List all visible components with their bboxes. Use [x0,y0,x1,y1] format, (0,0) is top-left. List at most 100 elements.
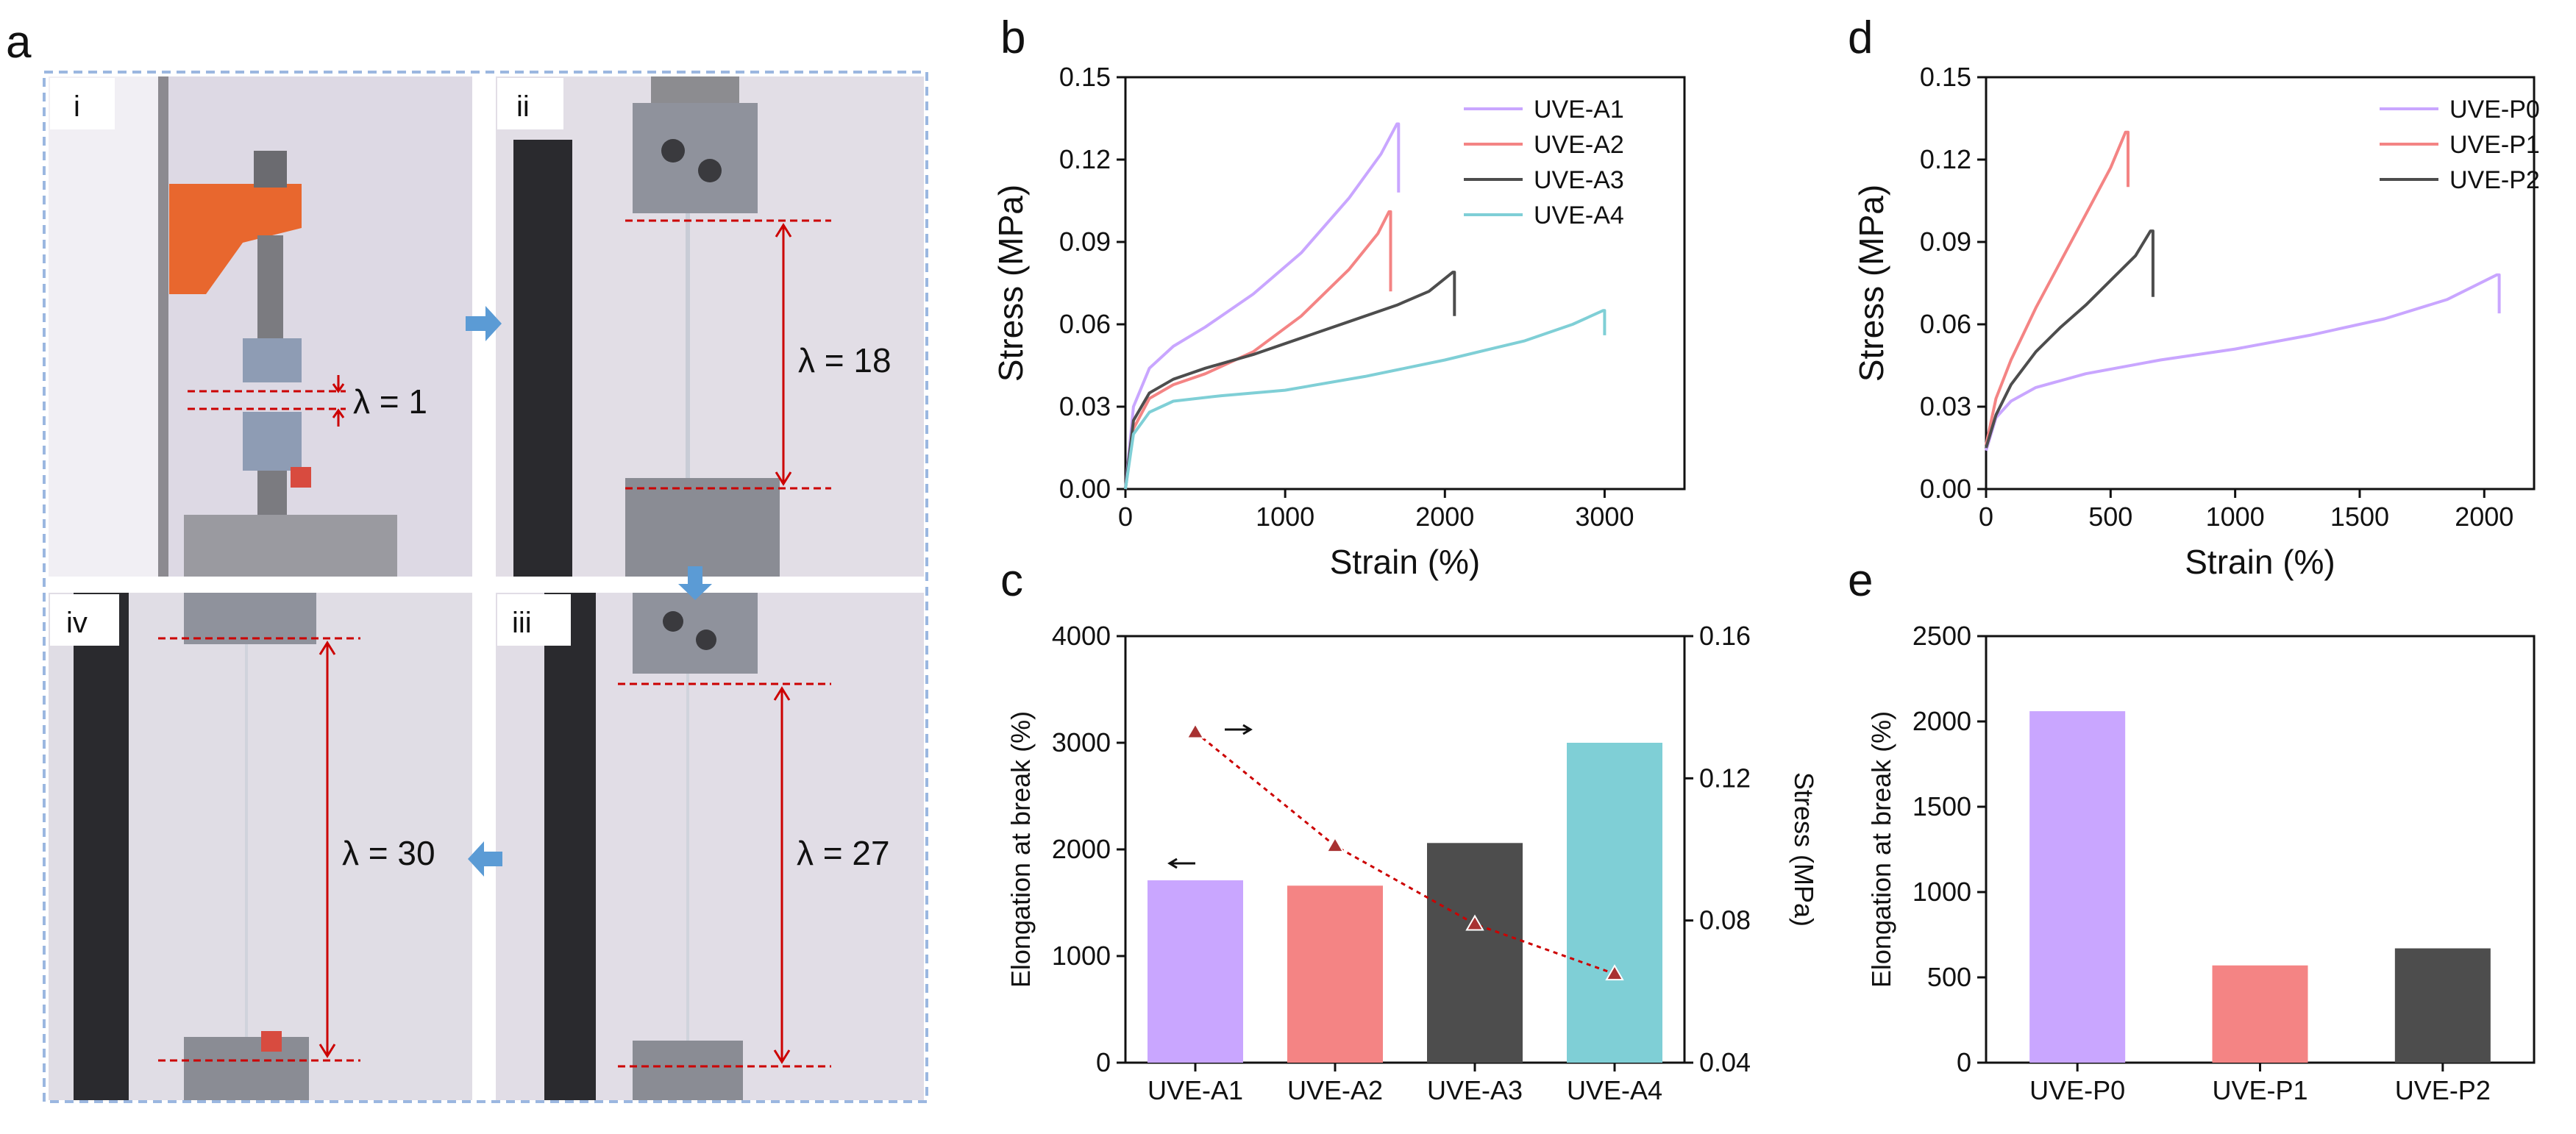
photo-iii: iii λ = 27 [496,593,924,1100]
c-ytick-label: 0 [1096,1047,1111,1077]
d-ytick-label: 0.15 [1920,62,1971,92]
c-ytick-label: 2000 [1052,834,1111,864]
b-ytick-label: 0.09 [1059,227,1111,257]
panel-d-letter: d [1848,13,1873,63]
clamp-orange [169,184,302,294]
c-bar-uve-a4 [1567,743,1662,1063]
e-ylabel: Elongation at break (%) [1866,711,1896,988]
c-ytick-label: 1000 [1052,941,1111,971]
b-series-line-uve-a1 [1124,122,1401,490]
d-xlabel: Strain (%) [2185,543,2335,581]
d-series-line-uve-p0 [1985,273,2501,452]
d-axes-frame [1985,76,2536,491]
photo-iv-tag: iv [66,607,88,639]
d-ytick-label: 0.09 [1920,227,1971,257]
b-legend-label: UVE-A2 [1534,131,1624,159]
arrow-ii-to-iii [678,566,712,600]
d-series-line-uve-p1 [1985,130,2130,446]
b-ytick-label: 0.03 [1059,391,1111,421]
d-ylabel: Stress (MPa) [1852,185,1890,382]
chart-e: 0 500 1000 1500 2000 2500 UVE-P0 UVE-P1 UVE-P2 El… [1866,621,2536,1105]
d-xtick-label: 500 [2088,502,2132,532]
e-ytick-label: 0 [1957,1047,1971,1077]
photo-ii-tag: ii [516,90,530,123]
d-xtick-label: 1500 [2330,502,2389,532]
b-legend-label: UVE-A3 [1534,166,1624,194]
c-category-label: UVE-A3 [1427,1075,1523,1105]
panel-c-letter: c [1000,555,1023,606]
photo-i-tag: i [74,90,80,123]
c-ytick-right-label: 0.04 [1699,1047,1751,1077]
e-ytick-label: 2500 [1913,621,1971,651]
e-category-label: UVE-P1 [2212,1075,2308,1105]
e-bar-uve-p0 [2029,711,2126,1063]
photo-ii: ii λ = 18 [496,76,924,577]
b-legend-label: UVE-A4 [1534,202,1624,229]
c-stress-point [1605,964,1624,981]
e-category-label: UVE-P0 [2029,1075,2125,1105]
lambda-label-iii: λ = 27 [797,834,890,872]
b-legend-label: UVE-A1 [1534,96,1624,124]
c-stress-point [1326,836,1345,853]
d-xtick-label: 1000 [2206,502,2265,532]
c-ylabel: Elongation at break (%) [1006,711,1036,988]
d-ytick-label: 0.12 [1920,144,1971,174]
b-ylabel: Stress (MPa) [992,185,1030,382]
c-category-label: UVE-A4 [1567,1075,1662,1105]
b-xtick-label: 3000 [1575,502,1634,532]
b-axes-frame [1124,76,1686,491]
c-category-label: UVE-A2 [1287,1075,1383,1105]
c-ylabel-right: Stress (MPa) [1789,772,1819,927]
b-series-line-uve-a4 [1124,309,1607,490]
lambda-label-i: λ = 1 [353,382,427,421]
lambda-label-iv: λ = 30 [342,834,435,872]
arrow-i-to-ii [466,306,502,341]
e-ytick-label: 1500 [1913,791,1971,821]
c-ytick-label: 3000 [1052,727,1111,757]
c-right-axis-indicator [1225,724,1253,735]
e-bar-uve-p1 [2212,965,2308,1063]
chart-c: 0 1000 2000 3000 4000 UVE-A1 UVE-A2 UVE-A3 UVE-A… [1006,621,1819,1105]
b-xtick-label: 0 [1118,502,1133,532]
photo-iv: iv λ = 30 [49,593,472,1100]
e-bar-uve-p2 [2394,948,2491,1063]
chart-d: 0.00 0.03 0.06 0.09 0.12 0.15 0 500 1000 1500 2000… [1852,62,2540,581]
c-ytick-right-label: 0.12 [1699,763,1751,793]
e-ytick-label: 500 [1927,962,1971,992]
d-legend-label: UVE-P0 [2449,96,2540,124]
b-xlabel: Strain (%) [1330,543,1480,581]
photo-i: i λ = 1 [49,76,472,577]
d-xtick-label: 2000 [2455,502,2513,532]
c-stress-line [1195,731,1615,975]
c-bar-uve-a1 [1148,880,1243,1063]
chart-b: 0.00 0.03 0.06 0.09 0.12 0.15 0 1000 2000 3000 Str… [992,62,1686,581]
d-ytick-label: 0.06 [1920,309,1971,339]
panel-e-letter: e [1848,555,1873,606]
b-ytick-label: 0.15 [1059,62,1111,92]
d-xtick-label: 0 [1979,502,1993,532]
d-legend-label: UVE-P2 [2449,166,2540,194]
c-ytick-label: 4000 [1052,621,1111,651]
b-series-line-uve-a2 [1124,210,1392,490]
photo-iii-tag: iii [512,607,532,639]
d-ytick-label: 0.03 [1920,391,1971,421]
b-ytick-label: 0.06 [1059,309,1111,339]
c-ytick-right-label: 0.16 [1699,621,1751,651]
e-ytick-label: 1000 [1913,877,1971,907]
b-ytick-label: 0.12 [1059,144,1111,174]
b-series-line-uve-a3 [1124,271,1456,490]
c-ytick-right-label: 0.08 [1699,905,1751,935]
d-legend-label: UVE-P1 [2449,131,2540,159]
b-xtick-label: 1000 [1256,502,1314,532]
b-ytick-label: 0.00 [1059,474,1111,504]
c-bar-uve-a3 [1427,843,1523,1063]
c-stress-point [1465,914,1484,931]
c-bar-uve-a2 [1287,885,1383,1063]
e-category-label: UVE-P2 [2395,1075,2491,1105]
arrow-iii-to-iv [468,841,502,877]
e-ytick-label: 2000 [1913,706,1971,736]
d-series-line-uve-p2 [1985,229,2155,449]
c-left-axis-indicator [1167,857,1195,869]
b-xtick-label: 2000 [1415,502,1474,532]
